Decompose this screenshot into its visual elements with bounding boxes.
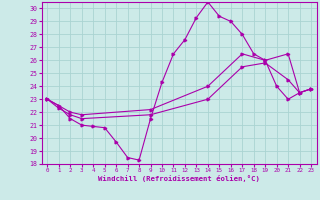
X-axis label: Windchill (Refroidissement éolien,°C): Windchill (Refroidissement éolien,°C) [98, 175, 260, 182]
